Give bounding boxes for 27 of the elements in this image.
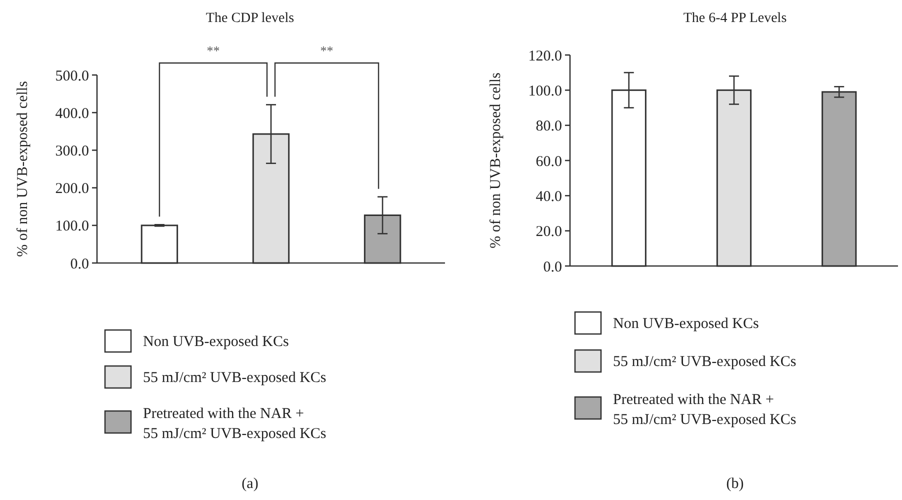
y-tick-label: 100.0 <box>55 218 89 235</box>
y-tick-label: 100.0 <box>528 83 562 100</box>
y-tick-label: 500.0 <box>55 68 89 84</box>
chart-title: The 6-4 PP Levels <box>683 11 787 26</box>
legend-label: Pretreated with the NAR + 55 mJ/cm² UVB-exposed KCs <box>613 392 796 428</box>
legend-label: Pretreated with the NAR + 55 mJ/cm² UVB-exposed KCs <box>143 406 326 442</box>
text: ** <box>206 43 220 58</box>
y-tick-label: 60.0 <box>536 154 562 170</box>
y-tick-label: 400.0 <box>55 106 89 122</box>
x-axis-title: (b) <box>726 476 744 492</box>
text: ** <box>320 43 334 58</box>
y-tick-label: 0.0 <box>543 259 562 276</box>
y-tick-label: 20.0 <box>536 224 562 240</box>
legend-label: Non UVB-exposed KCs <box>143 334 289 350</box>
y-tick-label: 0.0 <box>70 256 89 272</box>
legend-label: 55 mJ/cm² UVB-exposed KCs <box>613 354 796 370</box>
y-axis-title: % of non UVB-exposed cells <box>15 80 31 257</box>
y-tick-label: 300.0 <box>55 143 89 160</box>
y-tick-label: 80.0 <box>536 118 562 135</box>
y-tick-label: 40.0 <box>536 188 562 205</box>
x-axis-title: (a) <box>242 476 258 492</box>
chart-title: The CDP levels <box>206 11 294 26</box>
y-tick-label: 200.0 <box>55 181 89 198</box>
legend-label: 55 mJ/cm² UVB-exposed KCs <box>143 370 326 386</box>
y-axis-title: % of non UVB-exposed cells <box>488 72 504 248</box>
y-tick-label: 120.0 <box>528 48 562 64</box>
legend-label: Non UVB-exposed KCs <box>613 316 759 332</box>
